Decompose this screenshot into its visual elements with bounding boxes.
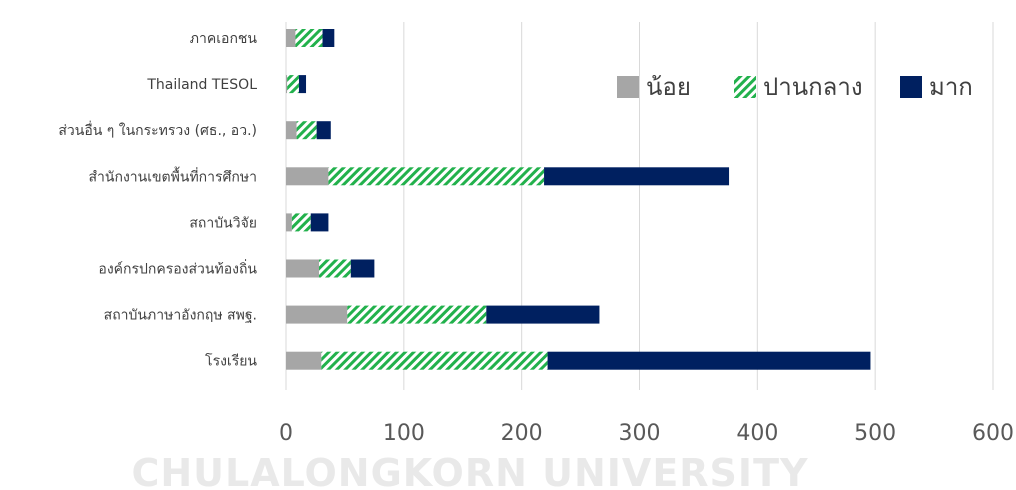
bar-segment-1 [347,305,487,324]
bar-segment-1 [291,213,311,232]
bar-segment-2 [547,351,871,370]
category-label: Thailand TESOL [146,77,257,93]
x-tick-label: 300 [619,421,661,446]
legend-swatch-1 [734,76,756,98]
bar-segment-1 [321,351,548,370]
x-tick-label: 600 [972,421,1014,446]
bar-segment-2 [310,213,329,232]
bar-segment-1 [296,121,317,140]
category-label: โรงเรียน [205,353,257,370]
x-tick-label: 100 [383,421,425,446]
bar-segment-2 [316,121,331,140]
bar-segment-2 [350,259,375,278]
category-label: สำนักงานเขตพื้นที่การศึกษา [88,166,257,185]
x-tick-label: 0 [279,421,293,446]
bar-segment-0 [286,75,288,94]
category-label: ภาคเอกชน [190,31,258,47]
bar-segment-0 [286,121,297,140]
legend-label: มาก [929,73,973,101]
bar-segment-1 [295,29,323,47]
bar-segment-2 [544,167,730,186]
category-label: สถาบันวิจัย [189,215,257,231]
bar-segment-2 [298,75,307,94]
bar-segment-1 [318,259,351,278]
bar-segment-0 [286,305,348,324]
bars [286,29,871,370]
legend-swatch-0 [617,76,639,98]
bar-segment-2 [486,305,600,324]
x-tick-labels: 0 100 200 300 400 500 600 [279,421,1014,446]
bar-segment-0 [286,167,329,186]
x-tick-label: 500 [854,421,896,446]
bar-segment-0 [286,29,296,47]
watermark-text: CHULALONGKORN UNIVERSITY [131,451,808,490]
bar-segment-1 [328,167,545,186]
category-label: ส่วนอื่น ๆ ในกระทรวง (ศธ., อว.) [58,121,257,139]
bar-segment-0 [286,259,319,278]
legend-label: น้อย [646,73,691,101]
x-tick-label: 400 [736,421,778,446]
legend-label: ปานกลาง [763,73,863,101]
bar-segment-0 [286,351,322,370]
bar-segment-2 [322,29,335,47]
bar-segment-1 [287,75,299,94]
bar-segment-0 [286,213,292,232]
category-label: องค์กรปกครองส่วนท้องถิ่น [98,260,257,278]
category-label: สถาบันภาษาอังกฤษ สพฐ. [104,308,257,324]
legend: น้อย ปานกลาง มาก [617,73,973,101]
category-labels: ภาคเอกชน Thailand TESOL ส่วนอื่น ๆ ในกระทร… [58,31,257,370]
gridlines [285,22,994,390]
legend-swatch-2 [900,76,922,98]
x-tick-label: 200 [501,421,543,446]
